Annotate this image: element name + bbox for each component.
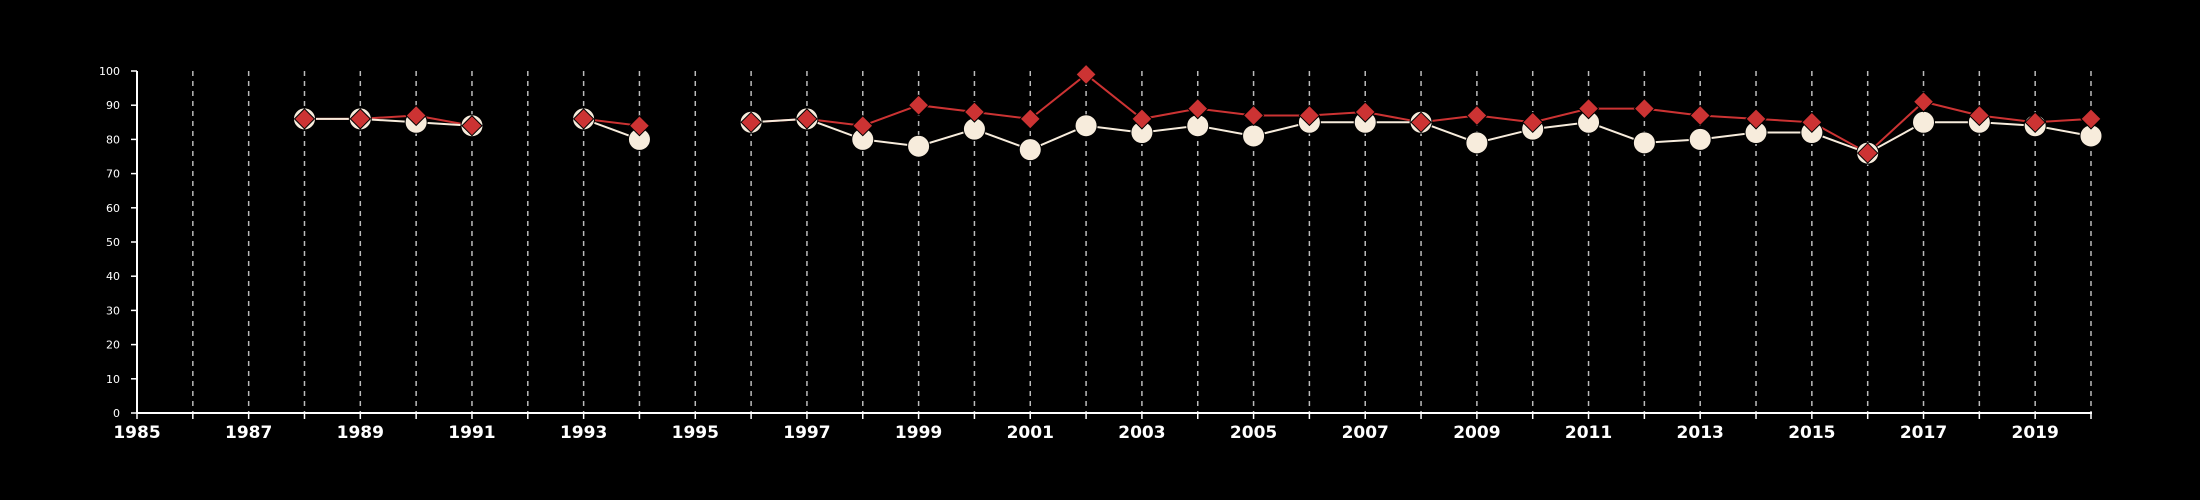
- y-tick-label: 70: [106, 168, 120, 181]
- y-tick-label: 60: [106, 202, 120, 215]
- y-tick-label: 10: [106, 373, 120, 386]
- x-tick-label: 2015: [1788, 423, 1835, 443]
- diamond-marker: [405, 104, 427, 127]
- diamond-marker: [1968, 104, 1991, 127]
- series-line: [304, 117, 473, 127]
- diamond-marker: [1354, 101, 1376, 123]
- diamond-marker: [2080, 108, 2102, 130]
- x-tick-label: 2007: [1342, 423, 1389, 443]
- y-tick-label: 20: [106, 339, 120, 352]
- diamond-marker: [1801, 111, 1823, 134]
- y-tick-label: 40: [106, 270, 120, 283]
- diamond-marker: [2024, 111, 2046, 134]
- diamond-marker: [1633, 97, 1656, 120]
- grid-lines: [192, 71, 2092, 413]
- diamond-marker: [1410, 111, 1432, 134]
- x-tick-label: 1987: [225, 423, 272, 443]
- diamond-marker: [852, 115, 874, 137]
- x-tick-label: 2003: [1118, 423, 1165, 443]
- y-tick-label: 30: [106, 304, 120, 317]
- y-tick-label: 80: [106, 133, 120, 146]
- circle-marker: [907, 134, 931, 158]
- diamond-marker: [461, 115, 483, 137]
- diamond-marker: [1019, 108, 1041, 130]
- diamond-marker: [1187, 97, 1209, 120]
- circle-marker: [1074, 114, 1098, 138]
- x-tick-label: 2011: [1565, 423, 1612, 443]
- x-tick-label: 1989: [337, 423, 384, 443]
- x-tick-label: 2019: [2012, 423, 2059, 443]
- circle-marker: [1688, 127, 1712, 151]
- y-tick-label: 0: [113, 407, 120, 420]
- diamond-marker: [1242, 104, 1265, 127]
- x-tick-label: 2001: [1007, 423, 1054, 443]
- diamond-marker: [1912, 91, 1935, 113]
- diamond-marker: [1856, 142, 1879, 164]
- diamond-marker: [293, 108, 316, 130]
- x-tick-label: 2005: [1230, 423, 1277, 443]
- diamond-marker: [1131, 108, 1153, 130]
- axes: 1985 1987 1989 1991 1993 1995 1997 1999 2001 2003…: [99, 65, 2092, 443]
- diamond-marker: [963, 101, 986, 123]
- circle-marker: [1018, 138, 1042, 162]
- circle-marker: [1242, 124, 1266, 148]
- diamond-marker: [572, 108, 595, 130]
- diamond-marker: [1745, 108, 1767, 130]
- diamond-marker: [1298, 104, 1321, 127]
- diamond-marker: [1577, 97, 1600, 120]
- diamond-marker: [1466, 104, 1488, 127]
- x-tick-label: 1997: [783, 423, 830, 443]
- x-tick-label: 1995: [672, 423, 719, 443]
- y-tick-label: 100: [99, 65, 120, 78]
- diamond-marker: [740, 111, 762, 134]
- diamond-marker: [1689, 104, 1711, 127]
- x-tick-label: 2017: [1900, 423, 1947, 443]
- x-tick-label: 2009: [1453, 423, 1500, 443]
- series-markers: [292, 63, 2103, 165]
- diamond-marker: [1075, 63, 1097, 86]
- diamond-marker: [1522, 111, 1544, 134]
- circle-marker: [1465, 131, 1489, 155]
- y-tick-label: 90: [106, 99, 120, 112]
- circle-marker: [1912, 110, 1936, 134]
- x-tick-label: 1991: [448, 423, 495, 443]
- x-tick-label: 1985: [113, 423, 160, 443]
- y-tick-label: 50: [106, 236, 120, 249]
- circle-marker: [1632, 131, 1656, 155]
- diamond-marker: [349, 108, 372, 130]
- diamond-marker: [907, 94, 930, 116]
- x-tick-label: 1999: [895, 423, 942, 443]
- diamond-marker: [628, 115, 651, 137]
- x-tick-label: 1993: [560, 423, 607, 443]
- diamond-marker: [796, 108, 818, 130]
- x-tick-label: 2013: [1677, 423, 1724, 443]
